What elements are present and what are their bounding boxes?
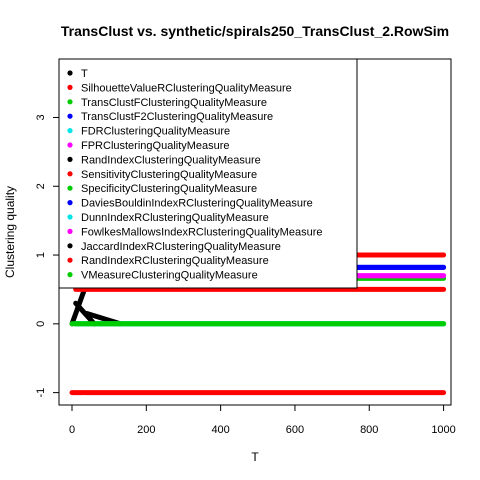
chart-title: TransClust vs. synthetic/spirals250_Tran… (61, 23, 449, 39)
x-tick-label: 0 (69, 424, 75, 436)
legend-marker (67, 228, 73, 234)
legend-marker (67, 257, 73, 263)
legend-label: FowlkesMallowsIndexRClusteringQualityMea… (81, 226, 322, 238)
legend-marker (67, 113, 73, 119)
legend-label: TransClustFClusteringQualityMeasure (81, 97, 267, 109)
legend-label: DunnIndexRClusteringQualityMeasure (81, 212, 269, 224)
legend-label: SilhouetteValueRClusteringQualityMeasure (81, 82, 292, 94)
legend-marker (67, 185, 73, 191)
legend-marker (67, 171, 73, 177)
legend-label: JaccardIndexRClusteringQualityMeasure (81, 241, 281, 253)
legend-label: TransClustF2ClusteringQualityMeasure (81, 111, 273, 123)
y-axis-label: Clustering quality (3, 186, 17, 278)
y-tick-label: 2 (35, 183, 47, 189)
legend-label: RandIndexRClusteringQualityMeasure (81, 255, 269, 267)
x-axis: 0 200 400 600 800 1000 (69, 404, 456, 436)
x-tick-label: 400 (211, 424, 229, 436)
y-tick-label: 1 (35, 252, 47, 258)
legend-label: RandIndexClusteringQualityMeasure (81, 154, 261, 166)
legend-label: T (81, 68, 88, 80)
x-tick-label: 600 (286, 424, 304, 436)
legend-label: FPRClusteringQualityMeasure (81, 140, 230, 152)
series-12-points-0 (73, 300, 97, 327)
y-axis: -1 0 1 2 3 (35, 114, 60, 398)
legend: T SilhouetteValueRClusteringQualityMeasur… (58, 58, 358, 289)
legend-marker (67, 70, 73, 76)
legend-marker (67, 272, 73, 278)
legend-label: FDRClusteringQualityMeasure (81, 126, 230, 138)
legend-label: DaviesBouldinIndexRClusteringQualityMeas… (81, 198, 313, 210)
y-tick-label: 0 (35, 321, 47, 327)
y-tick-label: -1 (35, 388, 47, 398)
legend-marker (67, 99, 73, 105)
x-tick-label: 1000 (431, 424, 455, 436)
legend-label: SpecificityClusteringQualityMeasure (81, 183, 257, 195)
legend-marker (67, 142, 73, 148)
legend-box (58, 58, 358, 289)
x-axis-label: T (251, 450, 259, 464)
legend-marker (67, 128, 73, 134)
x-tick-label: 800 (360, 424, 378, 436)
legend-marker (67, 243, 73, 249)
legend-marker (67, 156, 73, 162)
legend-label: VMeasureClusteringQualityMeasure (81, 270, 258, 282)
legend-marker (67, 200, 73, 206)
legend-marker (67, 214, 73, 220)
x-tick-label: 200 (137, 424, 155, 436)
legend-marker (67, 84, 73, 90)
legend-label: SensitivityClusteringQualityMeasure (81, 169, 257, 181)
y-tick-label: 3 (35, 114, 47, 120)
